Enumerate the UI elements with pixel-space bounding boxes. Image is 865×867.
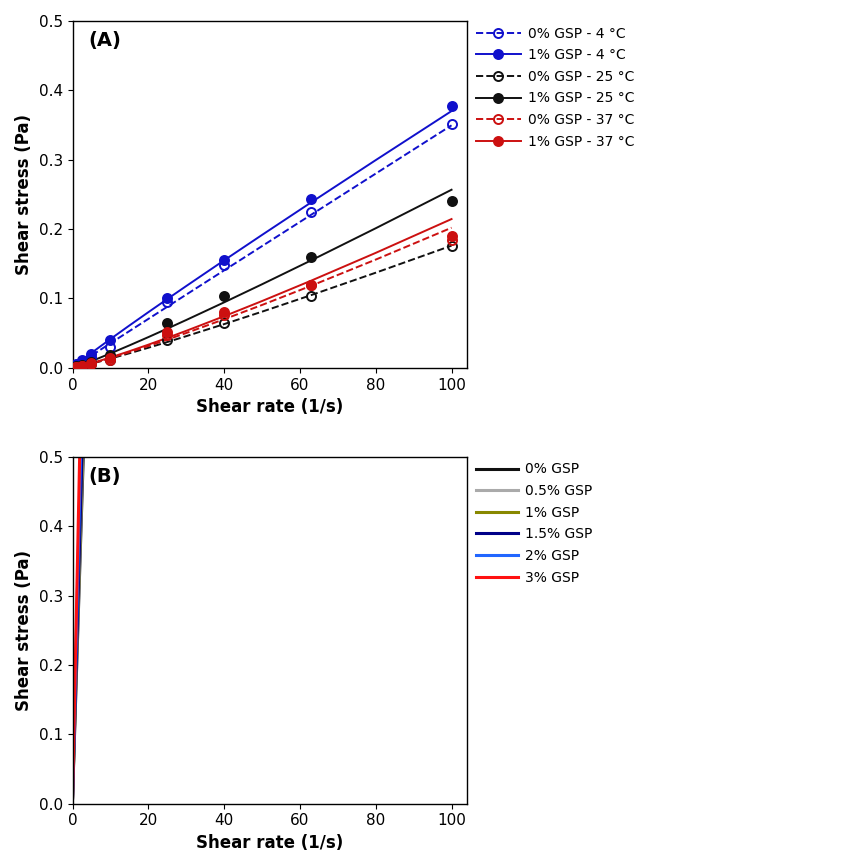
X-axis label: Shear rate (1/s): Shear rate (1/s) (196, 834, 343, 852)
Line: 1.5% GSP: 1.5% GSP (73, 0, 452, 799)
0% GSP - 4 °C (77, 356, 87, 367)
Line: 1% GSP: 1% GSP (73, 0, 452, 799)
0% GSP - 25 °C (106, 355, 116, 365)
0% GSP - 37 °C (446, 234, 457, 244)
0% GSP - 37 °C (219, 310, 229, 320)
0% GSP - 4 °C (306, 206, 317, 217)
1% GSP - 25 °C (77, 360, 87, 370)
Line: 0% GSP - 4 °C: 0% GSP - 4 °C (72, 119, 456, 369)
2% GSP (68, 740, 79, 750)
X-axis label: Shear rate (1/s): Shear rate (1/s) (196, 398, 343, 416)
3% GSP (67, 793, 78, 804)
1% GSP - 37 °C (86, 358, 97, 368)
1% GSP (68, 749, 79, 759)
1% GSP - 37 °C (106, 353, 116, 363)
1% GSP - 25 °C (446, 196, 457, 206)
1% GSP - 25 °C (162, 317, 172, 328)
1% GSP - 25 °C (306, 251, 317, 262)
Line: 0% GSP - 37 °C: 0% GSP - 37 °C (72, 235, 456, 372)
0% GSP - 4 °C (106, 342, 116, 352)
0% GSP - 25 °C (446, 241, 457, 251)
Line: 2% GSP: 2% GSP (73, 0, 452, 799)
0% GSP - 4 °C (219, 260, 229, 271)
1% GSP - 25 °C (86, 356, 97, 367)
0.5% GSP (68, 751, 79, 761)
1% GSP - 37 °C (446, 231, 457, 241)
1% GSP - 4 °C (77, 355, 87, 365)
Line: 0% GSP: 0% GSP (73, 0, 452, 799)
Text: (B): (B) (88, 467, 121, 486)
Line: 1% GSP - 37 °C: 1% GSP - 37 °C (72, 231, 456, 372)
0% GSP - 25 °C (306, 290, 317, 301)
1% GSP - 4 °C (306, 193, 317, 204)
1% GSP - 4 °C (162, 293, 172, 303)
0% GSP - 4 °C (86, 351, 97, 362)
1% GSP - 37 °C (71, 362, 81, 372)
1% GSP - 4 °C (446, 101, 457, 111)
Line: 3% GSP: 3% GSP (73, 0, 452, 799)
0% GSP - 25 °C (162, 335, 172, 345)
1% GSP (67, 793, 78, 804)
3% GSP (68, 733, 79, 743)
Text: (A): (A) (88, 31, 121, 50)
0% GSP - 37 °C (71, 362, 81, 372)
0% GSP - 37 °C (106, 355, 116, 365)
1% GSP - 25 °C (106, 350, 116, 361)
Line: 0.5% GSP: 0.5% GSP (73, 0, 452, 799)
0% GSP - 37 °C (162, 330, 172, 341)
0% GSP (67, 793, 78, 804)
1% GSP - 4 °C (86, 349, 97, 359)
0% GSP (68, 753, 79, 763)
Y-axis label: Shear stress (Pa): Shear stress (Pa) (15, 550, 33, 711)
1% GSP - 4 °C (106, 335, 116, 345)
1% GSP - 25 °C (219, 291, 229, 302)
1.5% GSP (67, 793, 78, 804)
0% GSP - 25 °C (77, 361, 87, 371)
0% GSP - 37 °C (86, 358, 97, 368)
Line: 1% GSP - 25 °C: 1% GSP - 25 °C (72, 197, 456, 371)
Line: 0% GSP - 25 °C: 0% GSP - 25 °C (72, 242, 456, 372)
1% GSP - 37 °C (219, 307, 229, 317)
Legend: 0% GSP, 0.5% GSP, 1% GSP, 1.5% GSP, 2% GSP, 3% GSP: 0% GSP, 0.5% GSP, 1% GSP, 1.5% GSP, 2% G… (471, 457, 598, 590)
1% GSP - 37 °C (162, 327, 172, 337)
1% GSP - 4 °C (219, 255, 229, 265)
Legend: 0% GSP - 4 °C, 1% GSP - 4 °C, 0% GSP - 25 °C, 1% GSP - 25 °C, 0% GSP - 37 °C, 1%: 0% GSP - 4 °C, 1% GSP - 4 °C, 0% GSP - 2… (471, 21, 639, 154)
1.5% GSP (68, 747, 79, 758)
0.5% GSP (67, 793, 78, 804)
2% GSP (67, 793, 78, 804)
1% GSP - 37 °C (306, 279, 317, 290)
Y-axis label: Shear stress (Pa): Shear stress (Pa) (15, 114, 33, 275)
1% GSP - 37 °C (77, 361, 87, 371)
0% GSP - 4 °C (162, 297, 172, 307)
0% GSP - 37 °C (306, 279, 317, 290)
Line: 1% GSP - 4 °C: 1% GSP - 4 °C (72, 101, 456, 368)
0% GSP - 25 °C (71, 362, 81, 372)
0% GSP - 37 °C (77, 361, 87, 371)
0% GSP - 4 °C (71, 360, 81, 370)
0% GSP - 25 °C (86, 358, 97, 368)
0% GSP - 25 °C (219, 318, 229, 329)
0% GSP - 4 °C (446, 119, 457, 129)
1% GSP - 4 °C (71, 359, 81, 369)
1% GSP - 25 °C (71, 362, 81, 372)
